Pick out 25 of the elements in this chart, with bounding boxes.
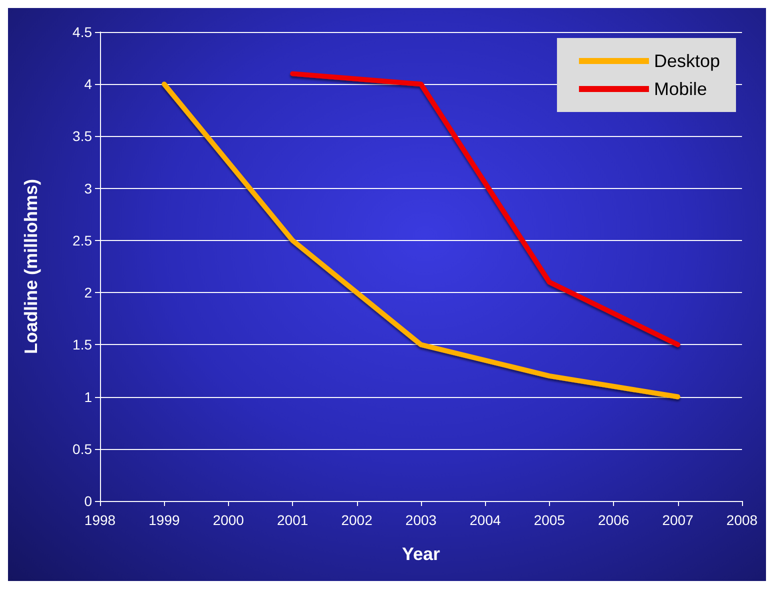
x-tick-label: 2000 (212, 512, 244, 528)
y-tick-label: 4.5 (72, 24, 92, 40)
y-tick-label: 1.5 (72, 336, 92, 353)
y-tick-label: 4 (84, 76, 92, 92)
y-tick-label: 0 (84, 493, 92, 509)
x-tick-label: 2001 (277, 512, 308, 528)
legend-label: Mobile (654, 79, 707, 99)
y-tick-label: 3.5 (72, 128, 92, 144)
y-tick-label: 0.5 (72, 440, 92, 457)
x-tick-label: 2002 (341, 512, 373, 528)
legend-label: Desktop (654, 51, 720, 71)
x-tick-label: 2003 (405, 512, 437, 528)
x-axis-title: Year (402, 544, 440, 564)
x-tick-label: 2005 (534, 512, 566, 528)
y-tick-label: 2.5 (72, 232, 92, 248)
x-tick-label: 2007 (662, 512, 694, 528)
x-tick-label: 2008 (726, 512, 758, 528)
y-tick-label: 2 (84, 284, 92, 301)
x-tick-label: 1999 (148, 512, 180, 528)
x-tick-label: 2006 (598, 512, 630, 528)
y-tick-label: 1 (84, 388, 92, 405)
x-tick-label: 2004 (470, 512, 501, 528)
y-tick-label: 3 (84, 180, 92, 196)
x-tick-label: 1998 (84, 512, 116, 528)
y-axis-title: Loadline (milliohms) (21, 178, 41, 354)
